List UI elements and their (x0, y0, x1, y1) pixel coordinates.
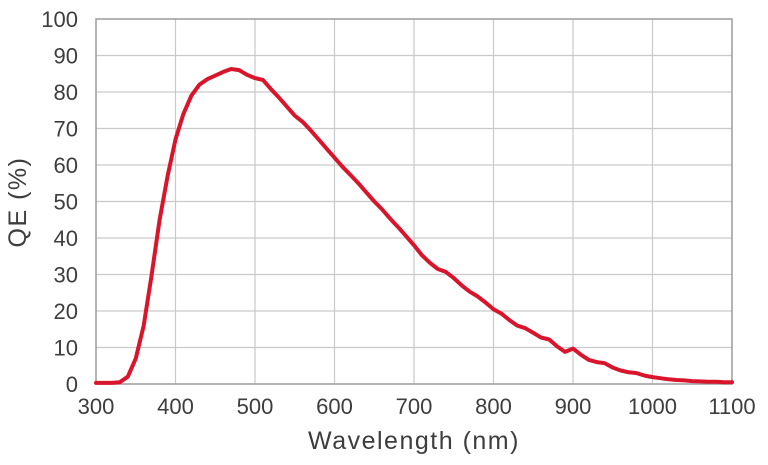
y-tick-label: 30 (54, 263, 78, 288)
y-tick-label: 10 (54, 336, 78, 361)
x-tick-label: 1000 (628, 394, 677, 419)
x-axis-title: Wavelength (nm) (308, 427, 520, 455)
y-tick-label: 20 (54, 299, 78, 324)
y-tick-label: 100 (41, 7, 78, 32)
x-tick-label: 600 (316, 394, 353, 419)
y-tick-label: 40 (54, 226, 78, 251)
y-tick-label: 70 (54, 117, 78, 142)
qe-curve (94, 67, 734, 385)
x-tick-label: 500 (237, 394, 274, 419)
y-tick-label: 0 (66, 372, 78, 397)
x-tick-label: 800 (475, 394, 512, 419)
x-tick-label: 1100 (708, 394, 755, 419)
y-tick-label: 80 (54, 80, 78, 105)
y-tick-label: 50 (54, 190, 78, 215)
qe-curve-group (94, 67, 734, 385)
y-axis-title: QE (%) (4, 157, 32, 248)
y-tick-label: 90 (54, 44, 78, 69)
x-tick-label: 900 (555, 394, 592, 419)
x-tick-label: 300 (78, 394, 115, 419)
plot-frame (95, 18, 733, 385)
y-tick-label: 60 (54, 153, 78, 178)
x-tick-label: 400 (157, 394, 194, 419)
x-tick-label: 700 (396, 394, 433, 419)
y-axis-tick-labels: 0 10 20 30 40 50 60 70 80 90 100 (41, 7, 78, 397)
x-axis-tick-labels: 300 400 500 600 700 800 900 1000 1100 (78, 394, 756, 419)
gridlines (96, 19, 732, 384)
